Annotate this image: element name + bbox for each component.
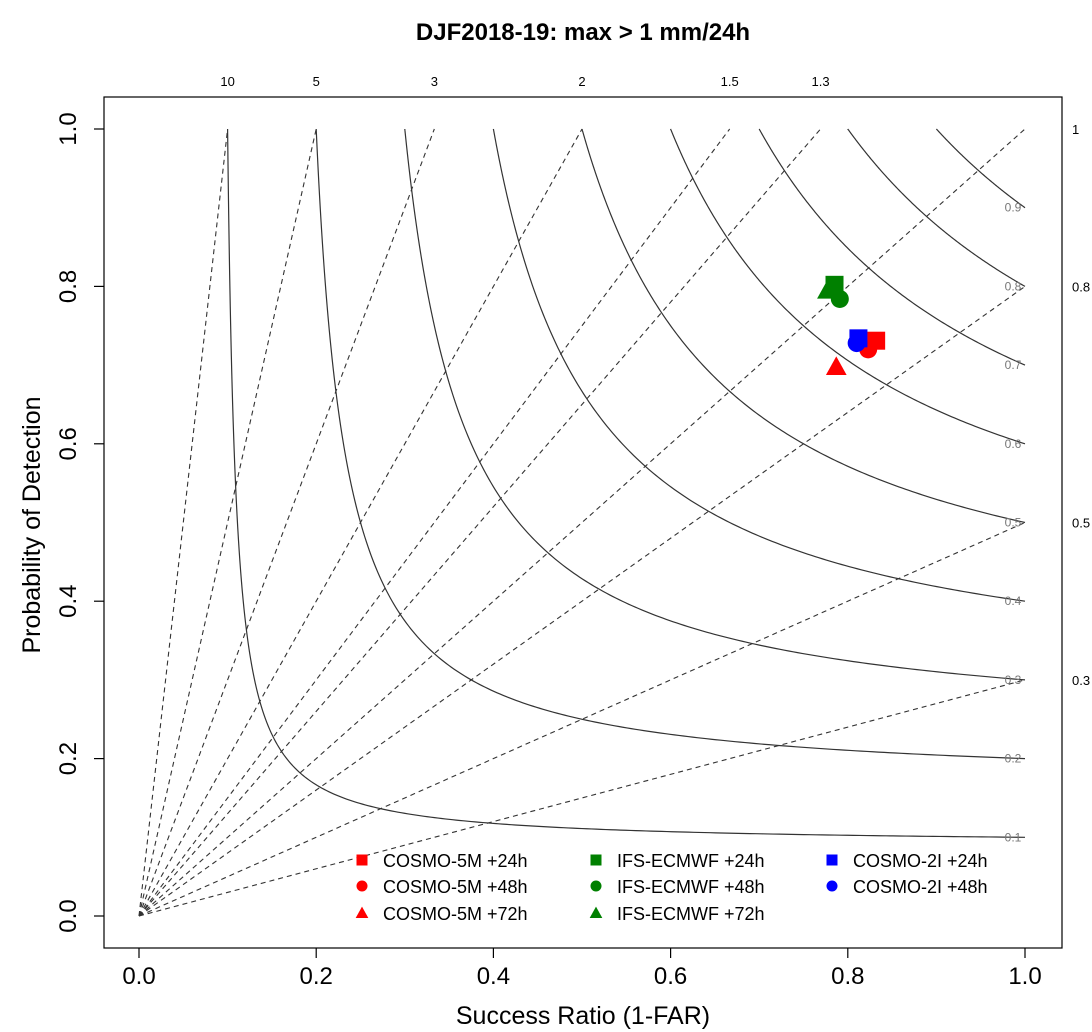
bias-label-5: 5 [313,74,320,89]
legend-marker [356,854,368,866]
data-points [817,275,886,375]
csi-contour-0.6 [669,128,1026,445]
legend-entry: COSMO-2I +48h [853,877,988,897]
csi-contour-0.2 [315,129,1026,760]
plot-frame [103,96,1063,949]
plot-border [103,96,1063,949]
csi-contour-0.9 [935,128,1026,209]
bias-lines: 10 5 3 2 1.5 1.3 1 0.8 0.5 0.3 [138,74,1090,917]
csi-contours: 0.1 0.2 0.3 0.4 0.5 0.6 0.7 0.8 0.9 [227,128,1026,844]
csi-contour-0.8 [847,128,1026,287]
x-tick-label: 0.0 [122,963,155,990]
x-tick-label: 1.0 [1008,963,1041,990]
legend-entry: IFS-ECMWF +24h [617,851,765,871]
csi-contour-0.5 [581,128,1026,524]
legend-entry: COSMO-5M +72h [383,904,528,924]
y-tick-label: 0.6 [55,427,82,460]
point-ifs-ecmwf-72h [817,279,838,299]
legend-marker [590,880,602,892]
csi-contour-0.4 [492,128,1026,602]
bias-label-2: 2 [578,74,585,89]
csi-label-0.4: 0.4 [1005,594,1022,608]
csi-contour-0.7 [758,128,1026,366]
x-axis-ticks: 0.0 0.2 0.4 0.6 0.8 1.0 [122,948,1042,990]
bias-line-10 [138,128,229,917]
bias-line-1 [138,128,1026,917]
point-cosmo-5m-72h [825,356,847,375]
x-tick-label: 0.2 [300,963,333,990]
csi-contour-0.3 [404,128,1026,681]
y-tick-label: 1.0 [55,112,82,145]
legend-marker [826,880,838,892]
csi-label-0.2: 0.2 [1005,752,1022,766]
point-cosmo-2i-48h [847,334,866,353]
y-tick-label: 0.0 [55,899,82,932]
bias-label-0.3: 0.3 [1072,673,1090,688]
bias-label-1.5: 1.5 [721,74,739,89]
bias-line-3 [138,128,435,917]
csi-label-0.8: 0.8 [1005,279,1022,293]
legend-marker [355,906,369,919]
bias-label-1: 1 [1072,122,1079,137]
legend-marker [356,880,368,892]
x-tick-label: 0.6 [654,963,687,990]
x-tick-label: 0.8 [831,963,864,990]
bias-line-1.5 [138,128,731,917]
legend-entry: COSMO-2I +24h [853,851,988,871]
bias-label-3: 3 [431,74,438,89]
legend-entry: COSMO-5M +48h [383,877,528,897]
x-tick-label: 0.4 [477,963,510,990]
csi-contour-0.1 [227,129,1026,838]
y-tick-label: 0.2 [55,742,82,775]
legend-entry: IFS-ECMWF +72h [617,904,765,924]
y-axis-label: Probability of Detection [18,396,46,653]
x-axis-label: Success Ratio (1-FAR) [456,1002,710,1030]
csi-label-0.5: 0.5 [1005,516,1022,530]
legend-entry: IFS-ECMWF +48h [617,877,765,897]
legend-marker [590,854,602,866]
y-tick-label: 0.8 [55,270,82,303]
legend-marker [826,854,838,866]
legend-marker [589,906,603,919]
bias-line-0.8 [138,285,1026,917]
bias-label-1.3: 1.3 [811,74,829,89]
csi-label-0.6: 0.6 [1005,437,1022,451]
bias-line-1.3 [138,128,821,917]
bias-label-0.5: 0.5 [1072,516,1090,531]
bias-label-10: 10 [220,74,234,89]
legend-entry: COSMO-5M +24h [383,851,528,871]
csi-label-0.3: 0.3 [1005,673,1022,687]
bias-label-0.8: 0.8 [1072,279,1090,294]
y-axis-ticks: 0.0 0.2 0.4 0.6 0.8 1.0 [55,112,104,933]
csi-label-0.1: 0.1 [1005,830,1022,844]
y-tick-label: 0.4 [55,585,82,618]
chart-title: DJF2018-19: max > 1 mm/24h [416,19,750,46]
legend: COSMO-5M +24h COSMO-5M +48h COSMO-5M +72h I… [355,851,988,924]
csi-label-0.9: 0.9 [1005,201,1022,215]
csi-label-0.7: 0.7 [1005,358,1022,372]
